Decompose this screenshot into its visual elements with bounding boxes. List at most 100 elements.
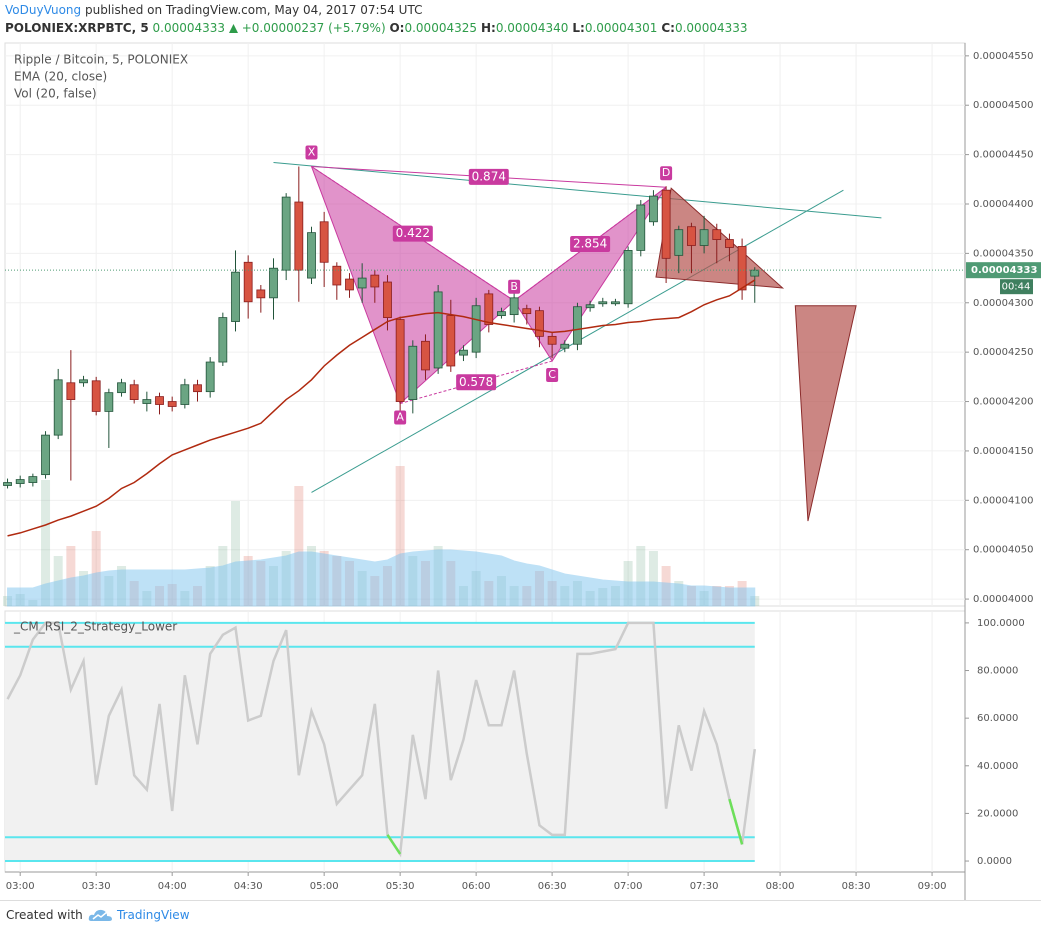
symbol-line: POLONIEX:XRPBTC, 5 0.00004333 +0.0000023… [5,21,752,35]
ratio-box [392,225,433,242]
y-tick-label: 20.0000 [977,808,1018,819]
pattern-point-box [394,410,407,425]
candle-body [129,384,139,400]
ratio-label: 0.874 [472,169,506,183]
pattern-leg [400,360,553,404]
countdown-box [1000,279,1033,295]
pattern-point-box [305,145,318,160]
y-tick-label: 0.00004450 [973,150,1033,161]
ohlc: O:0.00004325 H:0.00004340 L:0.00004301 C:0.… [389,21,751,35]
ratio-box [570,236,611,253]
pattern-point-label: X [308,145,316,158]
candle-body [547,335,557,345]
pattern-point-label: C [548,368,556,381]
volume-bar [231,501,241,606]
last-price-label: 0.00004333 [971,265,1037,276]
pattern-point-label: D [662,166,670,179]
x-tick-label: 07:30 [690,881,719,892]
candle-body [370,274,380,288]
volume-bar [294,486,304,606]
x-tick-label: 08:00 [766,881,795,892]
candle-body [91,380,101,412]
y-tick-label: 0.00004400 [973,199,1033,210]
volume-bar [648,551,658,606]
candle-body [28,476,38,483]
candle-body [167,401,177,407]
candle-body [598,301,608,305]
candle-body [649,195,658,223]
candle-body [193,384,202,393]
candle-body [256,289,266,299]
countdown: 00:44 [1002,282,1031,293]
pattern-leg [513,186,667,302]
ohlc-label: O: [389,21,405,35]
change: +0.00000237 (+5.79%) [241,21,386,35]
candle-body [471,305,481,353]
x-tick-label: 08:30 [842,881,871,892]
x-tick-label: 04:30 [234,881,263,892]
volume-ma-area [7,549,756,607]
y-tick-label: 0.00004000 [973,594,1033,605]
rsi-line [6,621,757,858]
pattern-point-box [508,279,521,294]
ratio-label: 0.578 [459,375,493,389]
candle-body [497,311,506,317]
up-icon [228,24,238,33]
price: 0.00004333 [152,21,226,35]
x-tick-label: 05:30 [386,881,415,892]
candle-body [104,392,114,412]
candle-body [433,291,443,369]
rsi-title: _CM_RSI_2_Strategy_Lower [13,620,177,634]
candle-body [623,250,633,305]
volume-bar [636,546,646,606]
y-tick-label: 40.0000 [977,761,1018,772]
candle-body [53,379,63,436]
brand[interactable]: TradingView [117,908,190,922]
candle-body [699,229,709,246]
ohlc-label: L: [572,21,585,35]
ratio-label: 2.854 [573,237,607,251]
x-tick-label: 03:30 [82,881,111,892]
ohlc-value: 0.00004301 [584,21,658,35]
candle-body [3,482,12,486]
candle-body [383,281,392,318]
candle-body [142,399,152,404]
y-tick-label: 0.00004350 [973,248,1033,259]
y-tick-label: 0.00004150 [973,446,1033,457]
candle-body [218,317,228,363]
candle-body [509,297,519,316]
volume-bar [91,531,101,606]
candle-body [357,277,367,289]
candle-body [15,479,25,484]
y-tick-label: 0.0000 [977,856,1012,867]
candle-body [687,226,696,246]
candle-body [307,232,316,279]
candle-body [205,361,215,393]
last-price-box [966,262,1041,279]
candle-body [585,304,595,309]
rsi-signal [386,834,402,855]
footer: Created with TradingView [0,900,1041,933]
x-tick-label: 06:30 [538,881,567,892]
author[interactable]: VoDuyVuong [5,3,82,17]
candle-body [446,315,456,367]
ema-line [7,279,756,537]
volume-bar [66,546,76,606]
candle-body [725,239,734,248]
legend-entry: Vol (20, false) [14,87,97,101]
ohlc-value: 0.00004333 [674,21,748,35]
candle-body [421,340,430,371]
y-tick-label: 0.00004200 [973,397,1033,408]
ohlc-label: C: [661,21,675,35]
candle-body [712,229,722,240]
pattern-point-label: A [396,411,404,424]
ratio-label: 0.422 [396,226,430,240]
candle-body [535,310,544,337]
ohlc-label: H: [481,21,496,35]
publish-line: VoDuyVuong published on TradingView.com,… [5,3,422,17]
candle-body [117,382,126,394]
y-tick-label: 0.00004250 [973,347,1033,358]
ohlc-value: 0.00004325 [404,21,477,35]
y-tick-label: 0.00004500 [973,100,1033,111]
